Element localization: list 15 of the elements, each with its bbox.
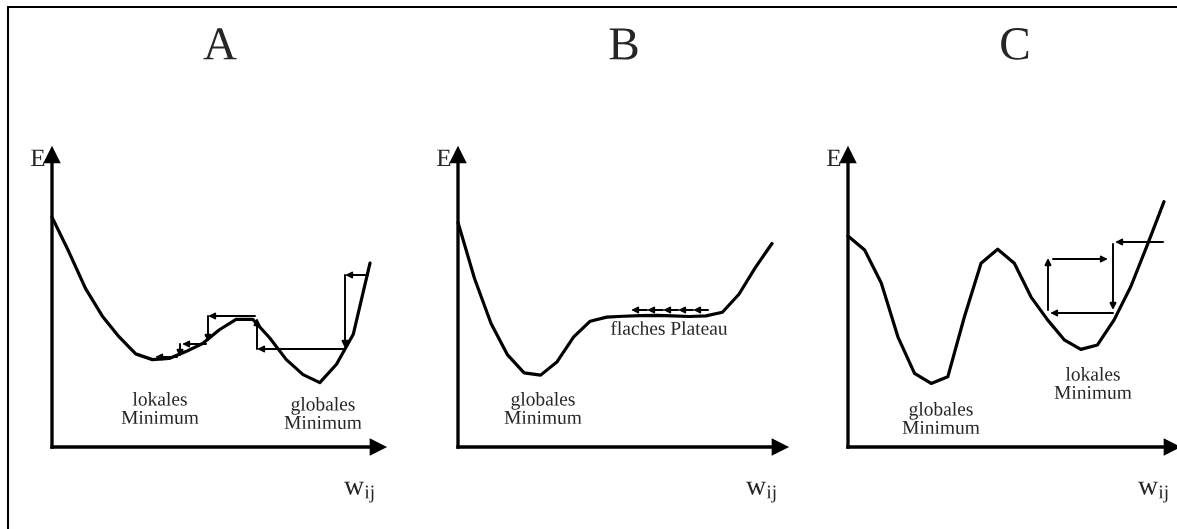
- chart-title: C: [1001, 28, 1029, 60]
- x-axis-title: w$_{ij}$: [746, 481, 776, 503]
- annotation: flaches Plateau: [611, 320, 728, 335]
- chart-title: B: [609, 28, 638, 60]
- y-axis-title: E: [31, 149, 45, 167]
- annotation: lokales Minimum: [1054, 367, 1132, 400]
- annotation: globales Minimum: [504, 392, 582, 425]
- annotation: globales Minimum: [284, 397, 362, 430]
- y-axis-title: E: [827, 149, 841, 167]
- y-axis-title: E: [437, 149, 451, 167]
- annotation: lokales Minimum: [121, 392, 199, 425]
- chart-title: A: [203, 28, 237, 60]
- annotation: globales Minimum: [902, 402, 980, 435]
- x-axis-title: w$_{ij}$: [1138, 481, 1168, 503]
- x-axis-title: w$_{ij}$: [344, 481, 374, 503]
